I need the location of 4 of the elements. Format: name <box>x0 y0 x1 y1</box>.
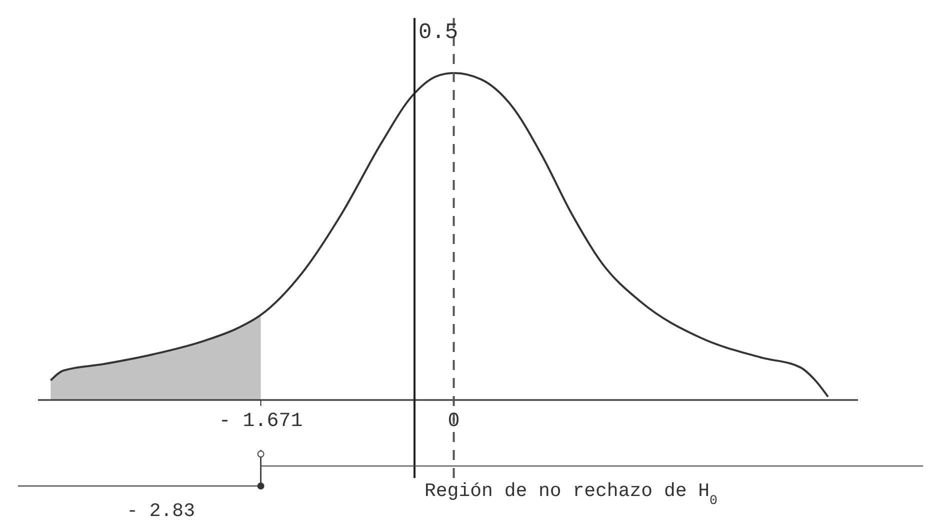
text: Región de no rechazo de H$_{0}$ <box>424 480 718 508</box>
text: - 2.83 <box>126 500 195 522</box>
text: 0.5 <box>418 20 458 45</box>
x-tick-label: - 1.671 <box>218 410 303 433</box>
